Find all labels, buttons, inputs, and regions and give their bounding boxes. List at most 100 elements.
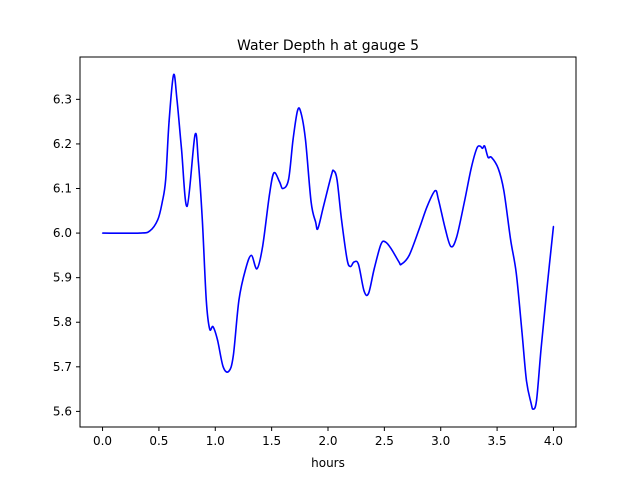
data-point xyxy=(256,268,258,270)
data-point xyxy=(232,355,234,357)
data-point xyxy=(157,219,159,221)
data-point xyxy=(216,339,219,341)
data-point xyxy=(273,172,275,174)
data-point xyxy=(525,379,528,381)
x-tick-label: 1.5 xyxy=(262,434,281,448)
data-point xyxy=(262,245,264,248)
data-point xyxy=(530,401,532,404)
y-tick-label: 6.3 xyxy=(53,92,72,106)
data-point xyxy=(535,399,538,401)
data-point xyxy=(390,248,392,250)
data-point xyxy=(349,265,352,268)
data-point xyxy=(353,261,355,263)
data-point xyxy=(212,326,214,328)
data-point xyxy=(515,272,517,274)
chart-title: Water Depth h at gauge 5 xyxy=(237,38,419,54)
data-point xyxy=(481,147,484,149)
data-point xyxy=(532,408,534,410)
data-point xyxy=(197,161,199,163)
data-point xyxy=(186,205,188,207)
data-point xyxy=(476,147,478,149)
data-point xyxy=(315,221,317,223)
data-point xyxy=(367,292,370,294)
data-point xyxy=(487,156,489,158)
data-point xyxy=(228,370,230,372)
data-point xyxy=(444,228,446,230)
data-point xyxy=(296,109,299,112)
data-point xyxy=(380,243,382,245)
x-tick-label: 3.0 xyxy=(431,434,450,448)
data-point xyxy=(363,290,365,292)
data-point xyxy=(245,268,247,270)
data-point xyxy=(292,138,294,141)
y-tick-label: 6.2 xyxy=(53,137,72,151)
data-point xyxy=(400,263,402,265)
series-group xyxy=(101,73,555,410)
y-ticks: 5.6 5.7 5.8 5.9 6.0 6.1 6.2 6.3 xyxy=(53,92,80,418)
data-point xyxy=(437,199,440,201)
data-point xyxy=(540,348,542,350)
data-point xyxy=(287,178,290,181)
data-point xyxy=(139,232,141,234)
data-point xyxy=(470,167,472,170)
data-point xyxy=(357,263,360,265)
data-point xyxy=(250,254,252,256)
x-tick-label: 1.0 xyxy=(206,434,225,448)
data-point xyxy=(168,121,170,123)
data-point xyxy=(300,112,302,114)
data-point xyxy=(384,241,387,243)
data-point xyxy=(434,190,436,192)
data-point xyxy=(346,259,348,261)
data-point xyxy=(333,170,335,172)
plot-area xyxy=(80,57,576,427)
data-point xyxy=(317,228,319,230)
data-point xyxy=(149,230,151,232)
data-point xyxy=(330,174,332,176)
data-point xyxy=(450,245,452,248)
y-tick-label: 5.9 xyxy=(53,271,72,285)
data-point xyxy=(418,228,420,230)
data-point xyxy=(205,299,207,301)
data-point xyxy=(222,366,224,368)
data-point xyxy=(310,201,312,203)
x-axis-label: hours xyxy=(311,456,345,470)
data-point xyxy=(490,156,493,158)
data-point xyxy=(176,98,178,100)
y-tick-label: 6.0 xyxy=(53,226,72,240)
data-point xyxy=(373,268,375,270)
data-point xyxy=(497,167,499,170)
data-point xyxy=(194,134,196,136)
data-point xyxy=(172,74,175,76)
y-tick-label: 5.6 xyxy=(53,404,72,418)
data-point xyxy=(398,261,400,263)
data-point xyxy=(455,236,458,239)
x-tick-label: 2.0 xyxy=(318,434,337,448)
data-point xyxy=(546,290,548,292)
x-tick-label: 0.5 xyxy=(149,434,168,448)
data-point xyxy=(161,201,163,203)
data-point xyxy=(209,328,211,330)
data-point xyxy=(552,225,555,227)
data-point xyxy=(238,299,240,301)
data-point xyxy=(503,190,505,192)
data-point xyxy=(101,232,104,234)
data-point xyxy=(521,330,523,332)
x-ticks: 0.0 0.5 1.0 1.5 2.0 2.5 3.0 3.5 4.0 xyxy=(93,427,563,448)
data-point xyxy=(463,201,465,203)
x-tick-label: 4.0 xyxy=(544,434,563,448)
y-tick-label: 5.8 xyxy=(53,315,72,329)
plot-frame xyxy=(79,56,577,428)
data-point xyxy=(426,205,428,207)
y-tick-label: 6.1 xyxy=(53,182,72,196)
data-point xyxy=(268,194,270,196)
x-tick-label: 3.5 xyxy=(488,434,507,448)
data-point xyxy=(304,138,307,141)
data-point xyxy=(180,147,183,149)
data-point xyxy=(282,187,284,190)
x-tick-label: 2.5 xyxy=(375,434,394,448)
data-point xyxy=(322,205,325,207)
y-tick-label: 5.7 xyxy=(53,360,72,374)
data-point xyxy=(484,145,486,147)
data-point xyxy=(336,178,338,181)
